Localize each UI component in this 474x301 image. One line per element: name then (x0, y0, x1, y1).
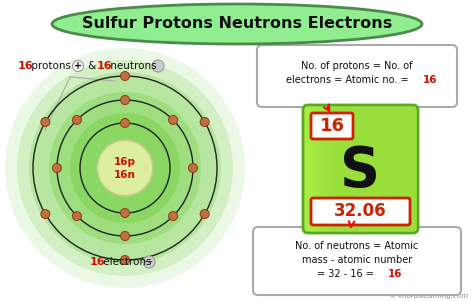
Circle shape (120, 119, 129, 128)
Circle shape (169, 115, 178, 124)
Text: &: & (85, 61, 100, 71)
FancyBboxPatch shape (321, 107, 416, 231)
Circle shape (49, 92, 201, 244)
FancyBboxPatch shape (313, 107, 416, 231)
Text: Sulfur Protons Neutrons Electrons: Sulfur Protons Neutrons Electrons (82, 17, 392, 32)
Circle shape (120, 72, 129, 80)
Circle shape (41, 209, 50, 219)
Text: 16p: 16p (114, 157, 136, 167)
Circle shape (120, 256, 129, 265)
Circle shape (29, 72, 221, 264)
Text: 16: 16 (97, 61, 113, 71)
FancyBboxPatch shape (309, 107, 416, 231)
Circle shape (152, 60, 164, 72)
Text: = 32 - 16 =: = 32 - 16 = (317, 269, 377, 279)
FancyBboxPatch shape (311, 198, 410, 225)
FancyBboxPatch shape (305, 107, 416, 231)
Circle shape (120, 209, 129, 218)
Circle shape (73, 61, 83, 72)
FancyBboxPatch shape (317, 107, 416, 231)
Text: 16: 16 (319, 117, 345, 135)
Circle shape (97, 140, 153, 196)
Text: 16: 16 (423, 75, 437, 85)
FancyBboxPatch shape (253, 227, 461, 295)
Text: 16n: 16n (114, 170, 136, 180)
Circle shape (17, 60, 233, 276)
Circle shape (169, 212, 178, 221)
Text: mass - atomic number: mass - atomic number (302, 255, 412, 265)
Circle shape (73, 212, 82, 221)
Circle shape (5, 48, 245, 288)
Circle shape (120, 95, 129, 104)
Text: 16: 16 (18, 61, 34, 71)
FancyBboxPatch shape (311, 113, 353, 139)
FancyBboxPatch shape (333, 107, 416, 231)
Text: 32.06: 32.06 (334, 203, 387, 221)
Circle shape (73, 115, 82, 124)
Circle shape (200, 117, 209, 126)
Circle shape (120, 231, 129, 240)
Circle shape (189, 163, 198, 172)
Circle shape (41, 117, 50, 126)
Circle shape (70, 113, 180, 223)
Text: 16: 16 (90, 257, 106, 267)
Text: 16: 16 (388, 269, 402, 279)
Ellipse shape (52, 4, 422, 44)
Circle shape (200, 209, 209, 219)
Text: electrons: electrons (100, 257, 155, 267)
Circle shape (53, 163, 62, 172)
Text: © knordslearning.com: © knordslearning.com (389, 293, 468, 299)
Text: No. of neutrons = Atomic: No. of neutrons = Atomic (295, 241, 419, 251)
Circle shape (143, 256, 155, 268)
Text: electrons = Atomic no. =: electrons = Atomic no. = (286, 75, 412, 85)
Text: No. of protons = No. of: No. of protons = No. of (301, 61, 413, 71)
Text: neutrons: neutrons (107, 61, 160, 71)
FancyBboxPatch shape (328, 107, 416, 231)
Text: S: S (340, 144, 381, 198)
FancyBboxPatch shape (325, 107, 416, 231)
FancyBboxPatch shape (257, 45, 457, 107)
FancyBboxPatch shape (303, 105, 418, 233)
Text: −: − (144, 257, 154, 268)
Text: +: + (74, 61, 82, 71)
Text: protons: protons (28, 61, 74, 71)
